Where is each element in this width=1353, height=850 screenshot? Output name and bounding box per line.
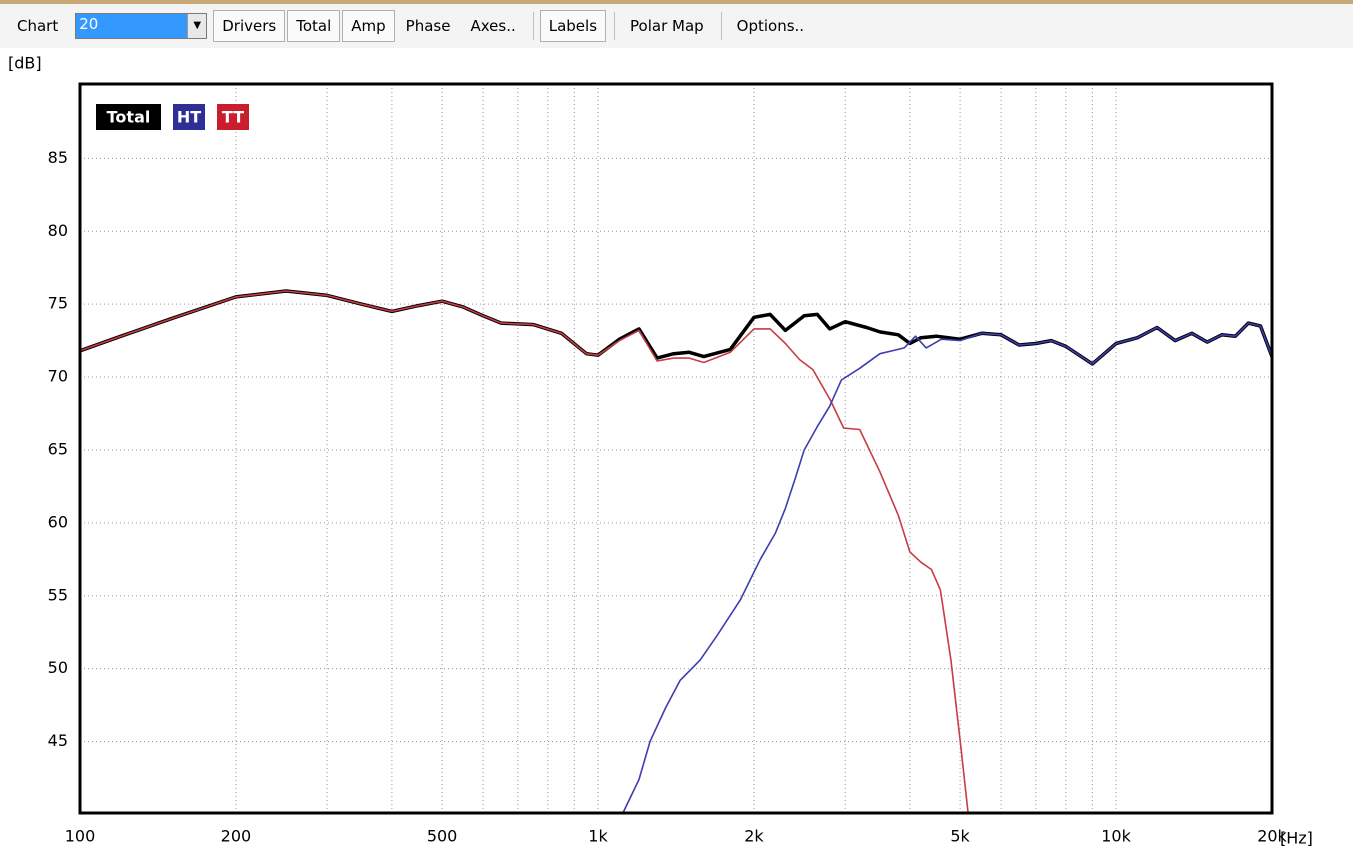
legend-label: Total (107, 108, 151, 127)
legend-label: TT (222, 108, 244, 127)
y-tick-label: 75 (48, 294, 68, 313)
combo-arrow[interactable]: ▼ (187, 14, 207, 38)
toolbar-button[interactable]: Phase (405, 17, 451, 35)
series-line (622, 322, 1273, 814)
separator (532, 12, 534, 40)
x-tick-label: 5k (950, 827, 970, 846)
legend-swatch (173, 104, 205, 130)
y-tick-label: 80 (48, 221, 68, 240)
legend-swatch (96, 104, 161, 130)
series-line (79, 290, 969, 814)
legend-label: HT (177, 108, 201, 127)
chart-combo[interactable]: 20 ▼ (75, 13, 208, 39)
y-axis-label: [dB] (8, 54, 42, 73)
x-tick-label: 2k (744, 827, 764, 846)
y-tick-label: 50 (48, 658, 68, 677)
toolbar-button[interactable]: Polar Map (630, 17, 704, 35)
x-tick-label: 20k (1257, 827, 1287, 846)
y-tick-label: 55 (48, 585, 68, 604)
x-tick-label: 10k (1101, 827, 1131, 846)
y-tick-label: 70 (48, 367, 68, 386)
plot-frame (78, 82, 1274, 815)
separator (720, 12, 722, 40)
series-line (79, 289, 1274, 366)
y-tick-label: 85 (48, 148, 68, 167)
x-tick-label: 1k (588, 827, 608, 846)
x-tick-label: 200 (221, 827, 252, 846)
toolbar-button[interactable]: Amp (342, 10, 395, 42)
x-tick-label: 500 (427, 827, 458, 846)
x-axis-label: [Hz] (1280, 829, 1313, 848)
x-tick-label: 100 (65, 827, 96, 846)
separator (614, 12, 616, 40)
legend-swatch (217, 104, 249, 130)
combo-value: 20 (76, 14, 188, 38)
toolbar-button[interactable]: Total (287, 10, 341, 42)
y-tick-label: 65 (48, 439, 68, 458)
toolbar-button[interactable]: Options.. (736, 17, 805, 35)
y-tick-label: 60 (48, 512, 68, 531)
toolbar-button[interactable]: Drivers (213, 10, 286, 42)
y-tick-label: 45 (48, 731, 68, 750)
chart-label: Chart (17, 17, 59, 35)
toolbar-button[interactable]: Axes.. (470, 17, 516, 35)
toolbar-button[interactable]: Labels (539, 10, 607, 42)
toolbar: Chart 20 ▼ Drivers Total Amp Phase Axes.. Labe… (0, 0, 1353, 48)
